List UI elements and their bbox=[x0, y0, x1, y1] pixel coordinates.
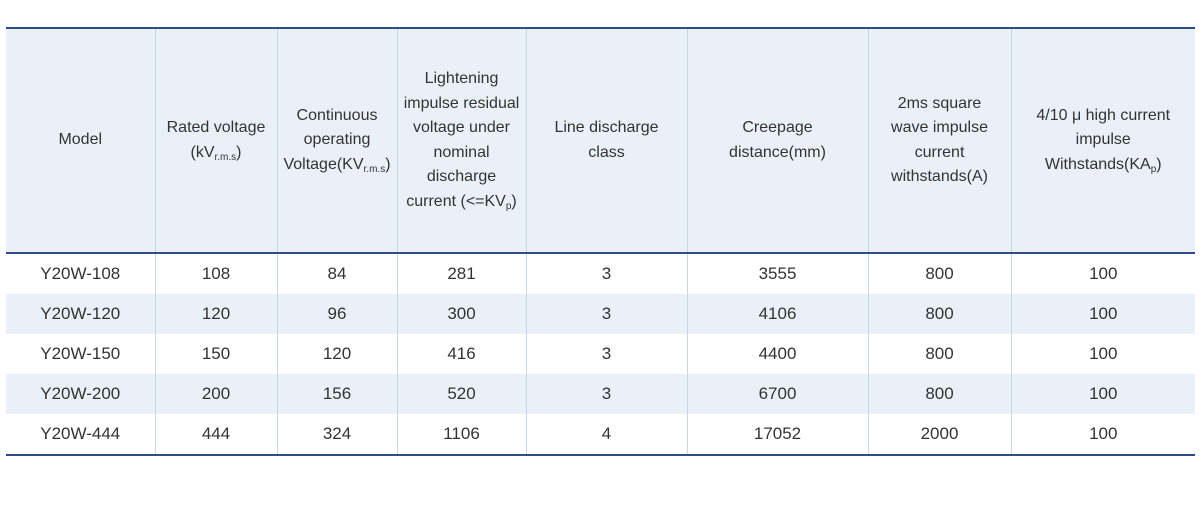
table-row: Y20W-150 150 120 416 3 4400 800 100 bbox=[6, 334, 1195, 374]
header-square-wave-current: 2ms square wave impulse current withstan… bbox=[867, 27, 1011, 254]
cell-high-current-impulse: 100 bbox=[1010, 253, 1195, 294]
header-model: Model bbox=[6, 27, 155, 254]
cell-high-current-impulse: 100 bbox=[1010, 294, 1195, 334]
cell-model: Y20W-150 bbox=[40, 344, 121, 363]
cell-continuous-voltage: 156 bbox=[276, 374, 397, 414]
cell-residual-voltage: 520 bbox=[396, 374, 526, 414]
cell-discharge-class: 3 bbox=[525, 334, 687, 374]
header-high-current-impulse: 4/10 μ high current impulse Withstands(K… bbox=[1010, 27, 1195, 254]
header-residual-voltage: Lightening impulse residual voltage unde… bbox=[396, 27, 526, 254]
cell-discharge-class: 3 bbox=[525, 253, 687, 294]
header-row: Model Rated voltage (kVr.m.s) Continuous… bbox=[6, 27, 1195, 254]
cell-square-wave-current: 800 bbox=[867, 374, 1011, 414]
cell-rated-voltage: 444 bbox=[154, 414, 277, 456]
cell-rated-voltage: 200 bbox=[154, 374, 277, 414]
table-row: Y20W-108 108 84 281 3 3555 800 100 bbox=[6, 253, 1195, 294]
cell-creepage-distance: 3555 bbox=[686, 253, 868, 294]
cell-high-current-impulse: 100 bbox=[1010, 374, 1195, 414]
header-continuous-voltage: Continuous operating Voltage(KVr.m.s) bbox=[276, 27, 397, 254]
cell-continuous-voltage: 84 bbox=[276, 253, 397, 294]
cell-square-wave-current: 800 bbox=[867, 334, 1011, 374]
cell-model: Y20W-108 bbox=[40, 264, 121, 283]
cell-model: Y20W-200 bbox=[6, 374, 155, 414]
cell-creepage-distance: 4400 bbox=[686, 334, 868, 374]
cell-discharge-class: 3 bbox=[525, 374, 687, 414]
cell-high-current-impulse: 100 bbox=[1010, 334, 1195, 374]
cell-continuous-voltage: 96 bbox=[276, 294, 397, 334]
cell-creepage-distance: 17052 bbox=[686, 414, 868, 456]
header-rated-voltage: Rated voltage (kVr.m.s) bbox=[154, 27, 277, 254]
cell-square-wave-current: 800 bbox=[867, 253, 1011, 294]
header-creepage-distance: Creepage distance(mm) bbox=[686, 27, 868, 254]
cell-high-current-impulse: 100 bbox=[1010, 414, 1195, 456]
cell-model: Y20W-444 bbox=[6, 414, 155, 456]
cell-discharge-class: 3 bbox=[525, 294, 687, 334]
table-row: Y20W-200 200 156 520 3 6700 800 100 bbox=[6, 374, 1195, 414]
cell-residual-voltage: 416 bbox=[396, 334, 526, 374]
header-discharge-class: Line discharge class bbox=[525, 27, 687, 254]
cell-rated-voltage: 120 bbox=[154, 294, 277, 334]
cell-model: Y20W-120 bbox=[6, 294, 155, 334]
cell-residual-voltage: 281 bbox=[396, 253, 526, 294]
cell-residual-voltage: 1106 bbox=[396, 414, 526, 456]
cell-square-wave-current: 2000 bbox=[867, 414, 1011, 456]
cell-continuous-voltage: 120 bbox=[276, 334, 397, 374]
cell-discharge-class: 4 bbox=[525, 414, 687, 456]
cell-creepage-distance: 6700 bbox=[686, 374, 868, 414]
cell-rated-voltage: 108 bbox=[154, 253, 277, 294]
cell-residual-voltage: 300 bbox=[396, 294, 526, 334]
cell-continuous-voltage: 324 bbox=[276, 414, 397, 456]
cell-rated-voltage: 150 bbox=[154, 334, 277, 374]
table-row: Y20W-120 120 96 300 3 4106 800 100 bbox=[6, 294, 1195, 334]
cell-creepage-distance: 4106 bbox=[686, 294, 868, 334]
cell-square-wave-current: 800 bbox=[867, 294, 1011, 334]
spec-table: Model Rated voltage (kVr.m.s) Continuous… bbox=[6, 27, 1195, 456]
table-row: Y20W-444 444 324 1106 4 17052 2000 100 bbox=[6, 414, 1195, 456]
